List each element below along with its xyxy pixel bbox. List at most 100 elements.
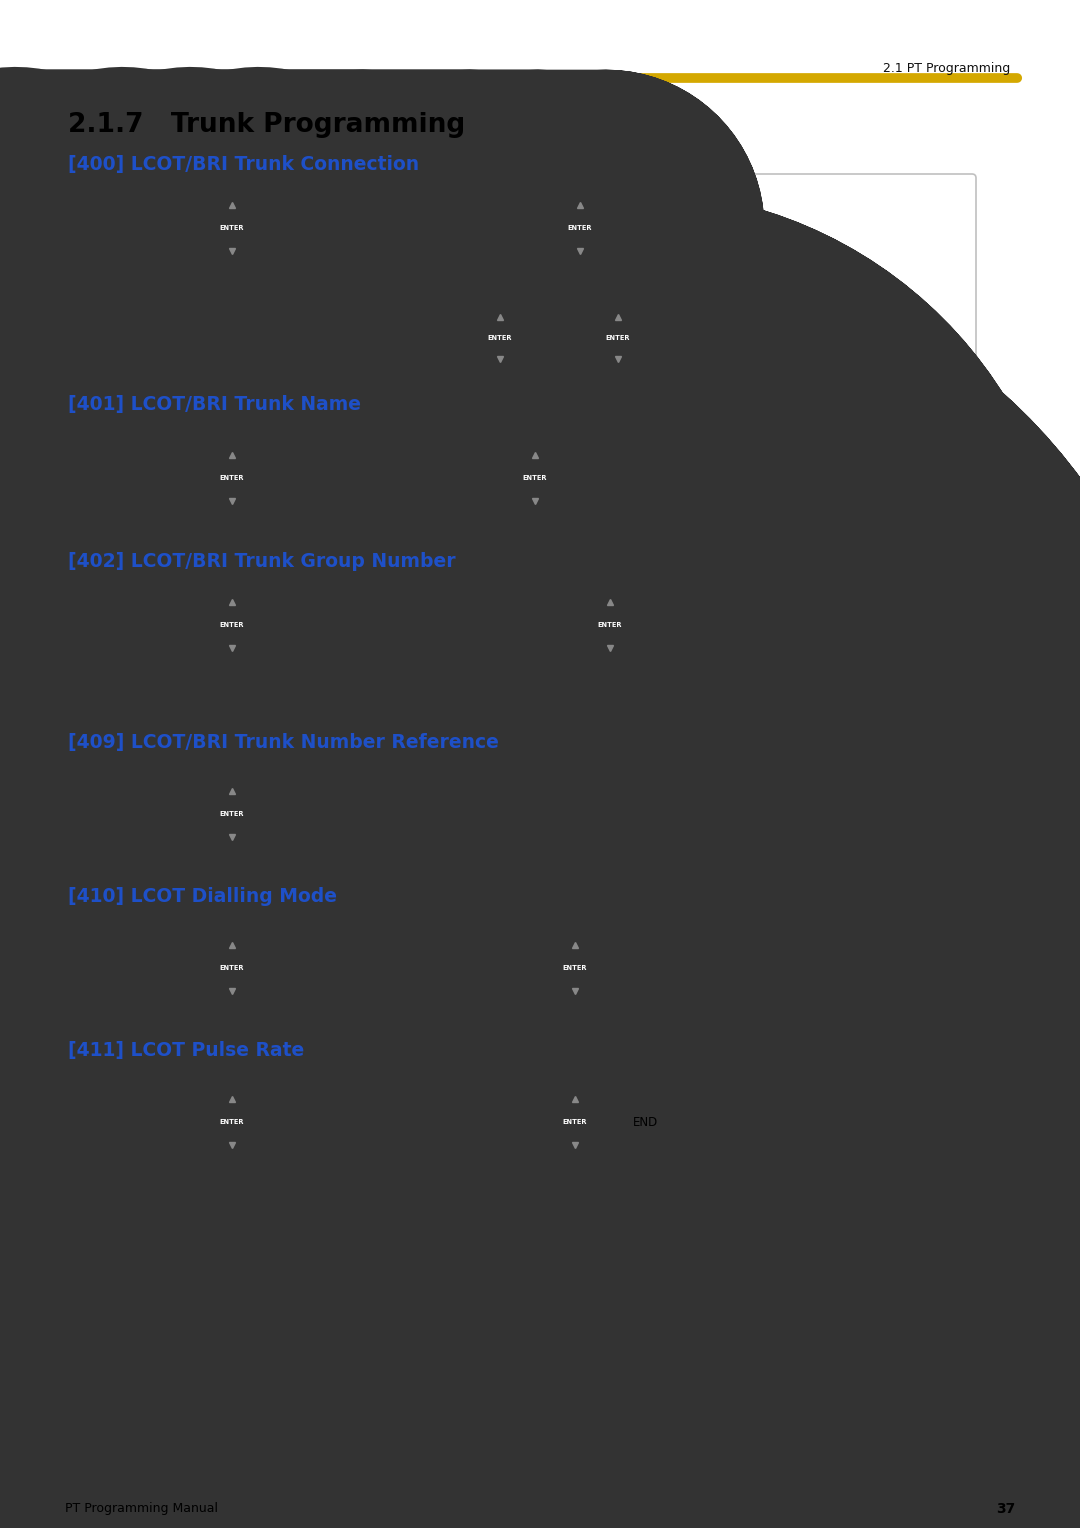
Text: [409]: [409] xyxy=(120,802,191,827)
Text: Port No.: Port No. xyxy=(393,1114,451,1129)
Text: No Connect/: No Connect/ xyxy=(482,264,542,275)
Circle shape xyxy=(599,319,637,358)
Text: Port No.: Port No. xyxy=(618,293,660,303)
Text: [409] LCOT/BRI Trunk Number Reference: [409] LCOT/BRI Trunk Number Reference xyxy=(68,733,499,752)
Text: ENTER: ENTER xyxy=(558,1144,592,1154)
FancyBboxPatch shape xyxy=(276,1103,360,1140)
Text: 3 digits: 3 digits xyxy=(302,645,341,656)
Circle shape xyxy=(556,205,604,252)
FancyBboxPatch shape xyxy=(486,953,530,983)
Text: 3 digits: 3 digits xyxy=(302,498,341,507)
FancyBboxPatch shape xyxy=(84,1060,976,1178)
Text: ENTER: ENTER xyxy=(563,251,597,260)
FancyBboxPatch shape xyxy=(620,1105,670,1140)
Circle shape xyxy=(208,1099,256,1146)
Text: SELECT: SELECT xyxy=(494,244,530,255)
Text: 2.1.7   Trunk Programming: 2.1.7 Trunk Programming xyxy=(68,112,465,138)
Text: ENTER: ENTER xyxy=(593,646,627,657)
Text: Slot No.: Slot No. xyxy=(289,220,347,235)
FancyBboxPatch shape xyxy=(275,607,368,643)
FancyBboxPatch shape xyxy=(84,906,976,1024)
Circle shape xyxy=(511,454,559,503)
Text: ENTER: ENTER xyxy=(563,966,588,970)
Text: PT Programming Manual: PT Programming Manual xyxy=(65,1502,218,1514)
Circle shape xyxy=(551,944,599,992)
Text: Trunk Group No.: Trunk Group No. xyxy=(431,617,566,633)
Circle shape xyxy=(554,947,596,989)
Ellipse shape xyxy=(219,950,245,986)
FancyBboxPatch shape xyxy=(645,796,696,833)
Text: KX-TDA100: 01–64: KX-TDA100: 01–64 xyxy=(454,656,542,665)
Circle shape xyxy=(596,316,640,361)
Ellipse shape xyxy=(522,460,548,495)
Text: Connect: Connect xyxy=(491,275,532,286)
Text: (HOLD): (HOLD) xyxy=(631,231,669,241)
Ellipse shape xyxy=(567,211,593,246)
Text: Max. 20 characters: Max. 20 characters xyxy=(395,498,495,507)
Text: Desired: Desired xyxy=(422,293,464,303)
FancyBboxPatch shape xyxy=(399,460,491,497)
Text: Trunk No.: Trunk No. xyxy=(287,471,356,486)
Text: SELECT: SELECT xyxy=(489,986,526,995)
Text: Trunk No.: Trunk No. xyxy=(287,617,356,633)
FancyBboxPatch shape xyxy=(276,949,360,987)
Text: END: END xyxy=(592,472,618,484)
Text: (AUTO ANS/MESSAGE): (AUTO ANS/MESSAGE) xyxy=(462,254,562,263)
Text: To the: To the xyxy=(570,293,603,303)
Text: NEXT: NEXT xyxy=(604,358,632,368)
Circle shape xyxy=(211,604,253,646)
Circle shape xyxy=(211,457,253,500)
Circle shape xyxy=(208,601,256,649)
FancyBboxPatch shape xyxy=(499,796,624,833)
Ellipse shape xyxy=(597,608,623,643)
Text: END: END xyxy=(637,215,663,229)
FancyBboxPatch shape xyxy=(431,607,566,643)
Text: [402] LCOT/BRI Trunk Group Number: [402] LCOT/BRI Trunk Group Number xyxy=(68,552,456,571)
Text: ENTER: ENTER xyxy=(219,811,244,817)
Text: [401]: [401] xyxy=(120,466,191,490)
Text: To the: To the xyxy=(395,293,428,303)
Circle shape xyxy=(481,319,519,358)
Text: ENTER: ENTER xyxy=(606,335,631,341)
Text: CANCEL: CANCEL xyxy=(480,358,521,368)
Ellipse shape xyxy=(219,211,245,246)
FancyBboxPatch shape xyxy=(84,414,976,533)
Text: [411] LCOT Pulse Rate: [411] LCOT Pulse Rate xyxy=(68,1041,305,1060)
FancyBboxPatch shape xyxy=(276,796,360,833)
Ellipse shape xyxy=(607,322,630,353)
Circle shape xyxy=(211,793,253,834)
FancyBboxPatch shape xyxy=(84,571,976,717)
Text: [402]: [402] xyxy=(120,613,191,637)
Text: SELECT: SELECT xyxy=(489,1138,526,1149)
FancyBboxPatch shape xyxy=(380,1103,463,1140)
Text: ENTER: ENTER xyxy=(219,475,244,481)
Text: END: END xyxy=(633,1115,658,1129)
Circle shape xyxy=(551,1099,599,1146)
Text: [411]: [411] xyxy=(120,1109,191,1134)
Text: Port No.: Port No. xyxy=(458,293,500,303)
Text: [400]: [400] xyxy=(120,215,191,240)
FancyBboxPatch shape xyxy=(486,1108,530,1137)
FancyBboxPatch shape xyxy=(380,209,468,246)
Text: [400] LCOT/BRI Trunk Connection: [400] LCOT/BRI Trunk Connection xyxy=(68,154,419,174)
Text: Name: Name xyxy=(420,471,470,486)
Circle shape xyxy=(586,601,634,649)
Circle shape xyxy=(211,947,253,989)
Text: ENTER: ENTER xyxy=(215,500,249,510)
Ellipse shape xyxy=(219,460,245,495)
Text: Slot No.: Slot No. xyxy=(289,961,347,975)
Text: Slot No.: Slot No. xyxy=(289,1114,347,1129)
Text: ENTER: ENTER xyxy=(518,500,552,510)
Circle shape xyxy=(211,1102,253,1143)
FancyBboxPatch shape xyxy=(274,209,362,246)
Text: ENTER: ENTER xyxy=(563,1118,588,1125)
FancyBboxPatch shape xyxy=(620,950,670,986)
Text: [401] LCOT/BRI Trunk Name: [401] LCOT/BRI Trunk Name xyxy=(68,396,361,414)
Ellipse shape xyxy=(563,1105,588,1140)
FancyBboxPatch shape xyxy=(625,209,675,246)
Text: [410]: [410] xyxy=(120,957,191,979)
Ellipse shape xyxy=(488,322,512,353)
Text: 2.1 PT Programming: 2.1 PT Programming xyxy=(882,63,1010,75)
Text: ENTER: ENTER xyxy=(215,836,249,847)
Text: ENTER: ENTER xyxy=(597,622,622,628)
